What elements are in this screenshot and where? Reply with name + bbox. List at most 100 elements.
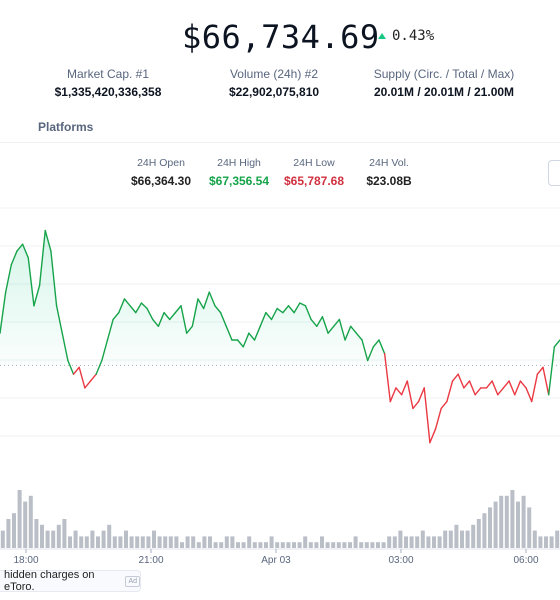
volume-bar bbox=[118, 536, 123, 548]
volume-bar bbox=[308, 542, 313, 548]
volume-bar bbox=[314, 542, 319, 548]
volume-bar bbox=[532, 530, 537, 548]
ohlc-value: $66,364.30 bbox=[130, 174, 192, 188]
price-segment bbox=[55, 305, 63, 334]
volume-bar bbox=[224, 536, 229, 548]
volume-bar bbox=[101, 530, 106, 548]
volume-bar bbox=[185, 536, 190, 548]
price-segment bbox=[202, 291, 210, 310]
price-segment bbox=[248, 332, 256, 341]
volume-bar bbox=[454, 524, 459, 548]
volume-bar bbox=[68, 536, 72, 548]
price-segment bbox=[191, 298, 199, 328]
volume-bar bbox=[364, 542, 369, 548]
volume-bar bbox=[247, 536, 252, 548]
volume-bar bbox=[499, 495, 504, 548]
tab-platforms[interactable]: Platforms bbox=[38, 120, 94, 134]
volume-bar bbox=[196, 542, 201, 548]
price-line bbox=[0, 229, 560, 444]
volume-bar bbox=[426, 536, 431, 548]
ad-banner[interactable]: hidden charges on eToro. Ad bbox=[0, 569, 141, 593]
volume-bar bbox=[56, 524, 61, 548]
volume-bar bbox=[448, 530, 453, 548]
price-segment bbox=[338, 318, 346, 341]
price-segment bbox=[293, 302, 301, 314]
price-segment bbox=[497, 387, 505, 396]
volume-bar bbox=[140, 536, 145, 548]
price-segment bbox=[253, 325, 261, 341]
price-segment bbox=[72, 366, 80, 375]
ad-banner-text: hidden charges on eToro. bbox=[4, 569, 95, 593]
stat-label: Volume (24h) #2 bbox=[229, 67, 319, 81]
volume-bar bbox=[286, 542, 291, 548]
volume-bar bbox=[488, 507, 492, 548]
volume-bar bbox=[236, 542, 240, 548]
price-segment bbox=[423, 387, 431, 444]
price-segment bbox=[146, 307, 154, 321]
volume-bar bbox=[415, 536, 420, 548]
price-segment bbox=[10, 250, 18, 266]
volume-bar bbox=[460, 530, 464, 548]
ohlc-value: $23.08B bbox=[366, 174, 412, 188]
price-segment bbox=[44, 229, 52, 252]
price-segment bbox=[366, 346, 375, 362]
x-tick-label: 21:00 bbox=[138, 555, 163, 566]
ohlc-open: 24H Open $66,364.30 bbox=[124, 156, 198, 189]
volume-bar bbox=[202, 536, 207, 548]
price-segment bbox=[536, 366, 544, 375]
stat-label: Supply (Circ. / Total / Max) bbox=[373, 67, 515, 81]
chart-options-button[interactable] bbox=[548, 160, 560, 186]
price-segment bbox=[525, 387, 533, 403]
stat-market-cap: Market Cap. #1 $1,335,420,336,358 bbox=[48, 66, 168, 100]
price-area bbox=[0, 230, 560, 366]
price-segment bbox=[225, 325, 233, 341]
volume-bar bbox=[476, 519, 481, 548]
volume-bars bbox=[0, 490, 560, 548]
volume-bar bbox=[549, 536, 554, 548]
stats-row: Market Cap. #1 $1,335,420,336,358 Volume… bbox=[0, 66, 560, 106]
price-area-fill bbox=[0, 230, 560, 366]
price-segment bbox=[282, 305, 290, 314]
price-segment bbox=[38, 229, 46, 286]
price-segment bbox=[383, 352, 392, 403]
x-axis-ticks: 18:00 21:00 Apr 03 03:00 06:00 bbox=[0, 548, 560, 566]
volume-bar bbox=[370, 542, 375, 548]
volume-bar bbox=[348, 542, 352, 548]
price-segment bbox=[547, 346, 556, 396]
price-segment bbox=[519, 380, 527, 389]
price-segment bbox=[118, 298, 126, 314]
price-chart[interactable]: 18:00 21:00 Apr 03 03:00 06:00 bbox=[0, 200, 560, 570]
price-segment bbox=[112, 311, 120, 321]
price-segment bbox=[429, 428, 437, 444]
volume-bar bbox=[398, 530, 403, 548]
ohlc-summary: 24H Open $66,364.30 24H High $67,356.54 … bbox=[0, 156, 560, 192]
volume-bar bbox=[107, 524, 112, 548]
price-segment bbox=[395, 387, 403, 396]
volume-bar bbox=[191, 536, 196, 548]
volume-bar bbox=[521, 495, 526, 548]
price-segment bbox=[417, 387, 425, 403]
volume-bar bbox=[129, 536, 134, 548]
volume-bar bbox=[146, 536, 151, 548]
volume-bar bbox=[376, 542, 380, 548]
triangle-up-icon bbox=[378, 33, 386, 39]
volume-bar bbox=[180, 542, 184, 548]
price-segment bbox=[4, 264, 13, 293]
volume-bar bbox=[90, 530, 95, 548]
volume-bar bbox=[135, 536, 140, 548]
volume-bar bbox=[510, 490, 515, 548]
price-segment bbox=[508, 380, 516, 396]
price-segment bbox=[491, 380, 499, 396]
ohlc-label: 24H Open bbox=[137, 157, 185, 169]
price-segment bbox=[514, 380, 522, 396]
ohlc-label: 24H High bbox=[217, 157, 261, 169]
volume-bar bbox=[342, 542, 347, 548]
price-segment bbox=[355, 332, 363, 341]
volume-bar bbox=[381, 542, 386, 548]
price-segment bbox=[61, 332, 69, 362]
x-tick-label: 06:00 bbox=[513, 555, 538, 566]
price-segment bbox=[304, 305, 312, 321]
price-segment bbox=[89, 373, 97, 382]
price-change: 0.43% bbox=[378, 28, 434, 44]
price-segment bbox=[101, 339, 109, 362]
